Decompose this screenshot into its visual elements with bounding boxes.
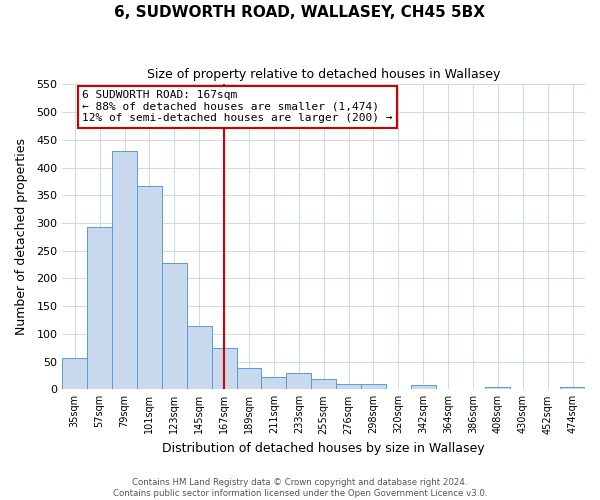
Bar <box>361 384 386 390</box>
Text: 6 SUDWORTH ROAD: 167sqm
← 88% of detached houses are smaller (1,474)
12% of semi: 6 SUDWORTH ROAD: 167sqm ← 88% of detache… <box>82 90 393 123</box>
Bar <box>212 348 236 390</box>
Title: Size of property relative to detached houses in Wallasey: Size of property relative to detached ho… <box>147 68 500 80</box>
Bar <box>485 387 511 390</box>
Bar <box>112 151 137 390</box>
Bar <box>87 227 112 390</box>
Bar <box>286 373 311 390</box>
Text: Contains HM Land Registry data © Crown copyright and database right 2024.
Contai: Contains HM Land Registry data © Crown c… <box>113 478 487 498</box>
Bar <box>560 387 585 390</box>
Y-axis label: Number of detached properties: Number of detached properties <box>15 138 28 336</box>
Bar <box>187 326 212 390</box>
X-axis label: Distribution of detached houses by size in Wallasey: Distribution of detached houses by size … <box>163 442 485 455</box>
Bar <box>262 377 286 390</box>
Bar <box>411 385 436 390</box>
Bar <box>311 380 336 390</box>
Bar <box>236 368 262 390</box>
Text: 6, SUDWORTH ROAD, WALLASEY, CH45 5BX: 6, SUDWORTH ROAD, WALLASEY, CH45 5BX <box>115 5 485 20</box>
Bar <box>162 264 187 390</box>
Bar <box>62 358 87 390</box>
Bar <box>137 186 162 390</box>
Bar <box>336 384 361 390</box>
